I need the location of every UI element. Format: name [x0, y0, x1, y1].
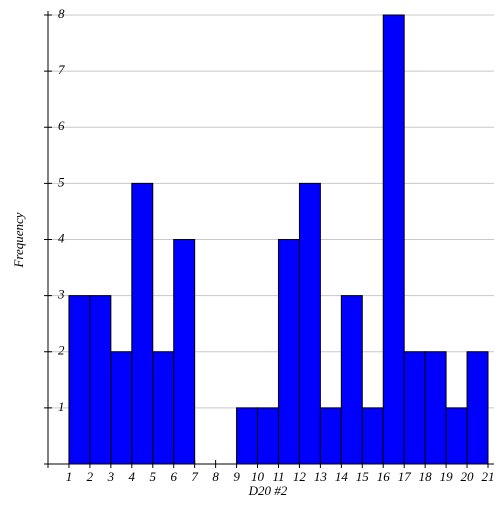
bar: [382, 14, 405, 465]
bar: [424, 351, 447, 465]
bar: [68, 295, 91, 465]
y-tick-label: 6: [58, 118, 65, 133]
x-tick-label: 16: [377, 469, 391, 484]
bar: [131, 182, 154, 465]
y-tick-label: 7: [58, 62, 65, 77]
x-tick-label: 6: [170, 469, 177, 484]
x-tick-label: 17: [398, 469, 412, 484]
bar: [110, 351, 133, 465]
x-tick-label: 7: [191, 469, 198, 484]
x-tick-label: 19: [440, 469, 454, 484]
x-tick-label: 4: [129, 469, 136, 484]
x-tick-label: 9: [233, 469, 240, 484]
y-tick-label: 1: [58, 399, 65, 414]
bar: [403, 351, 426, 465]
x-tick-label: 14: [335, 469, 349, 484]
bar: [298, 182, 321, 465]
x-tick-label: 21: [482, 469, 495, 484]
y-tick-label: 3: [57, 287, 65, 302]
bar: [277, 239, 300, 465]
bar: [319, 407, 342, 465]
bar: [173, 239, 196, 465]
y-tick-label: 8: [58, 6, 65, 21]
bar: [361, 407, 384, 465]
x-tick-label: 3: [107, 469, 115, 484]
bar: [445, 407, 468, 465]
x-axis-label: D20 #2: [248, 483, 288, 498]
x-tick-label: 1: [66, 469, 73, 484]
x-tick-label: 18: [419, 469, 433, 484]
bar: [257, 407, 279, 465]
x-tick-label: 8: [212, 469, 219, 484]
x-tick-label: 12: [293, 469, 307, 484]
bar: [89, 295, 112, 465]
x-tick-label: 11: [272, 469, 284, 484]
bar: [236, 407, 259, 465]
x-tick-label: 10: [251, 469, 265, 484]
y-tick-label: 4: [58, 230, 65, 245]
bar: [340, 295, 363, 465]
y-axis-label: Frequency: [11, 212, 26, 268]
x-tick-label: 5: [150, 469, 157, 484]
y-tick-label: 2: [58, 343, 65, 358]
x-tick-label: 13: [314, 469, 328, 484]
bar: [152, 351, 175, 465]
x-tick-label: 2: [87, 469, 94, 484]
x-tick-label: 20: [461, 469, 475, 484]
y-tick-label: 5: [58, 174, 65, 189]
x-tick-label: 15: [356, 469, 370, 484]
bar: [466, 351, 489, 465]
